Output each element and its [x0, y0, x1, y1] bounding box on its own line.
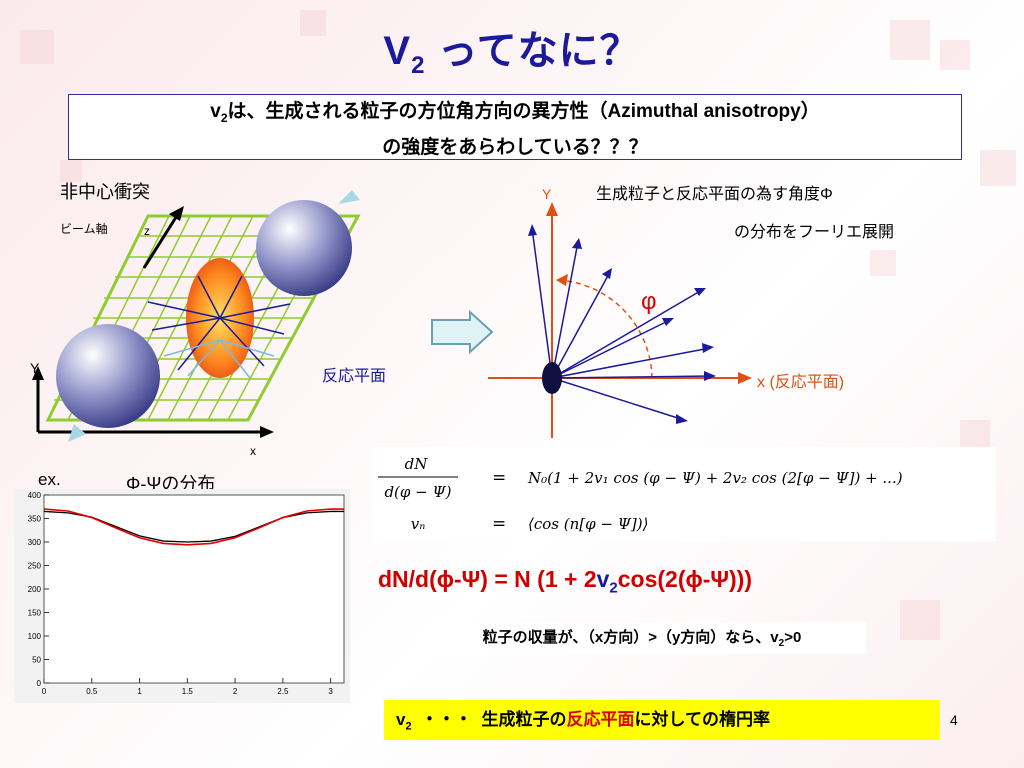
- definition-box: v2は、生成される粒子の方位角方向の異方性（Azimuthal anisotro…: [68, 94, 962, 160]
- x-tick-label: 0: [42, 687, 47, 696]
- page-number: 4: [950, 712, 958, 728]
- collision-heading: 非中心衝突: [60, 182, 150, 202]
- y-axis-label-right: Y: [542, 186, 552, 202]
- x-axis-label-left: x: [250, 444, 256, 458]
- y-tick-label: 350: [28, 515, 42, 524]
- formula-denominator: d(φ − Ψ): [384, 483, 451, 501]
- azimuth-diagram: [488, 202, 752, 438]
- collision-diagram: [32, 190, 361, 442]
- x-axis-label-right: x (反応平面): [757, 374, 845, 391]
- y-tick-label: 100: [28, 632, 42, 641]
- z-axis-label: z: [144, 224, 150, 238]
- histogram-frame: [43, 494, 345, 684]
- series-line-red: [43, 508, 344, 546]
- y-axis-label-left: Y: [30, 360, 40, 376]
- example-prefix: ex.: [38, 470, 61, 489]
- yield-note: 粒子の収量が、（x方向）>（y方向）なら、v2>0: [418, 622, 866, 654]
- y-tick-label: 300: [28, 538, 42, 547]
- distribution-text-2: の分布をフーリエ展開: [734, 224, 895, 241]
- distribution-text-1: 生成粒子と反応平面の為す角度Φ: [596, 186, 833, 203]
- formula-rhs-2: ⟨cos (n[φ − Ψ])⟩: [528, 515, 648, 533]
- x-tick-label: 2: [233, 687, 238, 696]
- formula-equals-1: =: [492, 468, 506, 488]
- beam-axis-label: ビーム軸: [60, 222, 108, 236]
- formula-numerator: dN: [405, 455, 429, 473]
- y-tick-label: 400: [28, 491, 42, 500]
- x-tick-label: 1.5: [182, 687, 194, 696]
- x-tick-label: 0.5: [86, 687, 98, 696]
- formula-rhs-1: N₀(1 + 2v₁ cos (φ − Ψ) + 2v₂ cos (2[φ − …: [527, 469, 903, 487]
- summary-box: v2 ・・・ 生成粒子の反応平面に対しての楕円率: [384, 700, 940, 740]
- y-tick-label: 250: [28, 562, 42, 571]
- phi-label: φ: [641, 288, 657, 315]
- y-tick-label: 50: [32, 656, 41, 665]
- formula-equals-2: =: [492, 514, 506, 534]
- x-tick-label: 1: [137, 687, 142, 696]
- x-tick-label: 2.5: [277, 687, 289, 696]
- formula-lhs-2: vₙ: [411, 515, 426, 533]
- histogram-chart: 400 350 300 250 200 150 100 50 0 0 0.5 1 1.5 2 2.5 3: [14, 489, 350, 703]
- formula-box: dN d(φ − Ψ) = N₀(1 + 2v₁ cos (φ − Ψ) + 2…: [372, 447, 996, 541]
- x-tick-label: 3: [328, 687, 333, 696]
- right-arrow-icon: [431, 310, 494, 354]
- y-tick-label: 200: [28, 585, 42, 594]
- y-tick-label: 150: [28, 609, 42, 618]
- red-formula: dN/d(ϕ-Ψ) = N (1 + 2v2cos(2(ϕ-Ψ))): [378, 566, 752, 597]
- reaction-plane-label: 反応平面: [322, 368, 387, 385]
- slide-title: V2 ってなに？: [383, 29, 641, 79]
- y-tick-label: 0: [37, 679, 42, 688]
